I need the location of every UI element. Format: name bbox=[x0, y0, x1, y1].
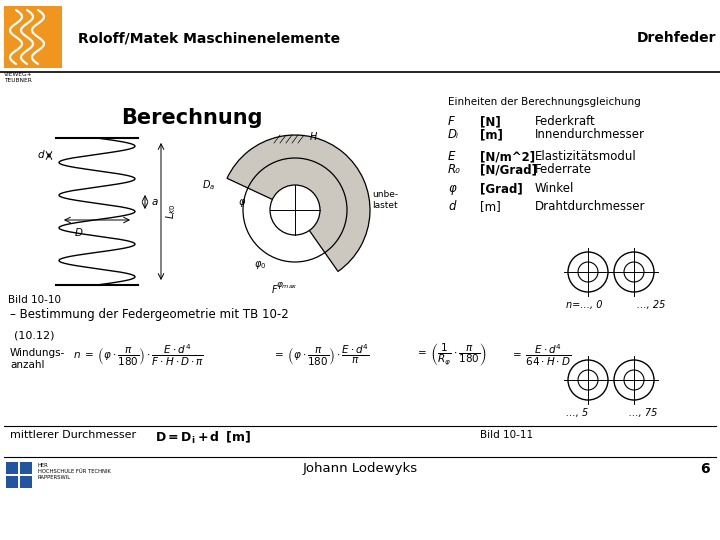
Text: F: F bbox=[272, 285, 278, 295]
Text: Einheiten der Berechnungsgleichung: Einheiten der Berechnungsgleichung bbox=[448, 97, 641, 107]
Circle shape bbox=[568, 360, 608, 400]
Text: VIEWEG+
TEUBNER: VIEWEG+ TEUBNER bbox=[4, 72, 32, 83]
Text: Innendurchmesser: Innendurchmesser bbox=[535, 128, 645, 141]
Text: $=\; \left(\dfrac{1}{R_\varphi} \cdot \dfrac{\pi}{180}\right)$: $=\; \left(\dfrac{1}{R_\varphi} \cdot \d… bbox=[415, 342, 487, 368]
Text: $\varphi$: $\varphi$ bbox=[238, 197, 246, 209]
Text: $n \;=\; \left(\varphi \cdot \dfrac{\pi}{180}\right) \cdot \dfrac{E \cdot d^4}{F: $n \;=\; \left(\varphi \cdot \dfrac{\pi}… bbox=[73, 342, 204, 368]
Text: a: a bbox=[152, 197, 158, 207]
Text: F: F bbox=[448, 115, 455, 128]
Text: [N]: [N] bbox=[480, 115, 500, 128]
Bar bbox=[20, 476, 32, 488]
Text: mittlerer Durchmesser: mittlerer Durchmesser bbox=[10, 430, 136, 440]
Text: Federrate: Federrate bbox=[535, 163, 592, 176]
Text: Bild 10-11: Bild 10-11 bbox=[480, 430, 533, 440]
Text: Dᵢ: Dᵢ bbox=[448, 128, 459, 141]
Text: R₀: R₀ bbox=[448, 163, 461, 176]
Text: $\varphi_0$: $\varphi_0$ bbox=[254, 259, 266, 271]
Text: Drahtdurchmesser: Drahtdurchmesser bbox=[535, 200, 646, 213]
Text: $=\; \dfrac{E \cdot d^4}{64 \cdot H \cdot D}$: $=\; \dfrac{E \cdot d^4}{64 \cdot H \cdo… bbox=[510, 342, 571, 368]
Text: Drehfeder: Drehfeder bbox=[636, 31, 716, 45]
Circle shape bbox=[614, 252, 654, 292]
Circle shape bbox=[270, 185, 320, 235]
Text: (10.12): (10.12) bbox=[14, 330, 55, 340]
Circle shape bbox=[624, 262, 644, 282]
Text: [m]: [m] bbox=[480, 200, 500, 213]
Text: $L_{K0}$: $L_{K0}$ bbox=[164, 203, 178, 219]
Text: d: d bbox=[448, 200, 456, 213]
Text: n=…, 0           …, 25: n=…, 0 …, 25 bbox=[566, 300, 665, 310]
Text: unbe-
lastet: unbe- lastet bbox=[372, 190, 398, 210]
Text: $D_i$: $D_i$ bbox=[303, 192, 315, 206]
Text: [N/m^2]: [N/m^2] bbox=[480, 150, 535, 163]
Text: $\mathbf{D = D_i + d \;\; [m]}$: $\mathbf{D = D_i + d \;\; [m]}$ bbox=[155, 430, 251, 446]
Text: Windungs-
anzahl: Windungs- anzahl bbox=[10, 348, 66, 369]
Circle shape bbox=[624, 370, 644, 390]
Text: [N/Grad]: [N/Grad] bbox=[480, 163, 537, 176]
Bar bbox=[6, 462, 18, 474]
Text: Roloff/Matek Maschinenelemente: Roloff/Matek Maschinenelemente bbox=[78, 31, 340, 45]
Bar bbox=[20, 462, 32, 474]
Text: Johann Lodewyks: Johann Lodewyks bbox=[302, 462, 418, 475]
Text: – Bestimmung der Federgeometrie mit TB 10-2: – Bestimmung der Federgeometrie mit TB 1… bbox=[10, 308, 289, 321]
Text: Winkel: Winkel bbox=[535, 182, 575, 195]
Text: 6: 6 bbox=[701, 462, 710, 476]
Text: Bild 10-10: Bild 10-10 bbox=[8, 295, 61, 305]
Circle shape bbox=[578, 370, 598, 390]
Text: Elastizitätsmodul: Elastizitätsmodul bbox=[535, 150, 636, 163]
Text: $\varphi_{max}$: $\varphi_{max}$ bbox=[276, 280, 298, 291]
Text: φ: φ bbox=[448, 182, 456, 195]
Text: d: d bbox=[37, 150, 45, 160]
Text: HER
HOCHSCHULE FÜR TECHNIK
RAPPERSWIL: HER HOCHSCHULE FÜR TECHNIK RAPPERSWIL bbox=[38, 463, 111, 480]
Wedge shape bbox=[227, 135, 370, 272]
Text: $D_a$: $D_a$ bbox=[202, 178, 215, 192]
Text: D: D bbox=[75, 228, 83, 238]
Text: H: H bbox=[310, 132, 318, 142]
Circle shape bbox=[614, 360, 654, 400]
Text: $=\; \left(\varphi \cdot \dfrac{\pi}{180}\right) \cdot \dfrac{E \cdot d^4}{\pi}$: $=\; \left(\varphi \cdot \dfrac{\pi}{180… bbox=[272, 342, 369, 368]
Bar bbox=[4, 6, 62, 68]
Circle shape bbox=[578, 262, 598, 282]
Text: E: E bbox=[448, 150, 455, 163]
Text: Berechnung: Berechnung bbox=[121, 108, 263, 128]
Text: [Grad]: [Grad] bbox=[480, 182, 523, 195]
Text: …, 5             …, 75: …, 5 …, 75 bbox=[566, 408, 657, 418]
Text: [m]: [m] bbox=[480, 128, 503, 141]
Text: Federkraft: Federkraft bbox=[535, 115, 595, 128]
Circle shape bbox=[568, 252, 608, 292]
Bar bbox=[6, 476, 18, 488]
